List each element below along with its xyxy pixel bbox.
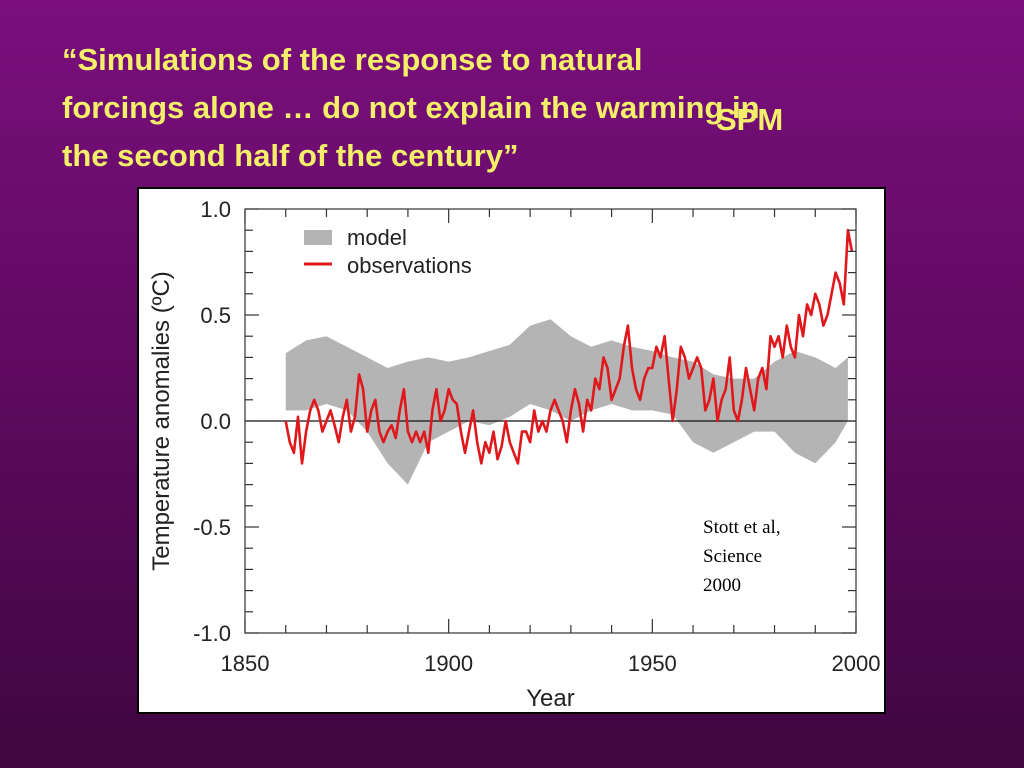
title-line-1: “Simulations of the response to natural	[62, 42, 643, 77]
x-tick-label: 1900	[424, 651, 473, 676]
title-line-3: the second half of the century”	[62, 138, 519, 173]
citation-line-3: 2000	[703, 575, 741, 596]
plot-area	[244, 208, 857, 634]
temperature-chart: 1.0 0.5 0.0 -0.5 -1.0 1850 1900 1950 2000 Year T…	[148, 197, 880, 712]
citation-line-1: Stott et al,	[703, 517, 781, 538]
y-axis-title: Temperature anomalies (ºC)	[148, 271, 175, 571]
title-line-2: forcings alone … do not explain the warm…	[62, 90, 760, 125]
legend-model-swatch	[304, 230, 332, 245]
legend-model-label: model	[347, 225, 407, 250]
tick-labels: 1.0 0.5 0.0 -0.5 -1.0 1850 1900 1950 2000	[193, 197, 880, 676]
observations-line	[284, 228, 854, 465]
y-tick-label: -0.5	[193, 515, 231, 540]
x-tick-label: 2000	[832, 651, 881, 676]
y-tick-label: 0.5	[200, 303, 231, 328]
model-band	[285, 319, 848, 485]
legend: model observations	[304, 225, 472, 278]
citation: Stott et al, Science 2000	[703, 513, 863, 600]
chart-frame: 1.0 0.5 0.0 -0.5 -1.0 1850 1900 1950 2000 Year T…	[137, 187, 886, 714]
x-axis-title: Year	[526, 685, 575, 712]
y-tick-label: -1.0	[193, 621, 231, 646]
citation-line-2: Science	[703, 546, 763, 567]
legend-observations-label: observations	[347, 253, 472, 278]
axis-ticks	[244, 208, 857, 634]
y-tick-label: 1.0	[200, 197, 231, 222]
title-spm-tag: SPM	[716, 102, 784, 137]
y-tick-label: 0.0	[200, 409, 231, 434]
slide-title: “Simulations of the response to natural …	[62, 36, 1002, 180]
x-tick-label: 1850	[221, 651, 270, 676]
x-tick-label: 1950	[628, 651, 677, 676]
